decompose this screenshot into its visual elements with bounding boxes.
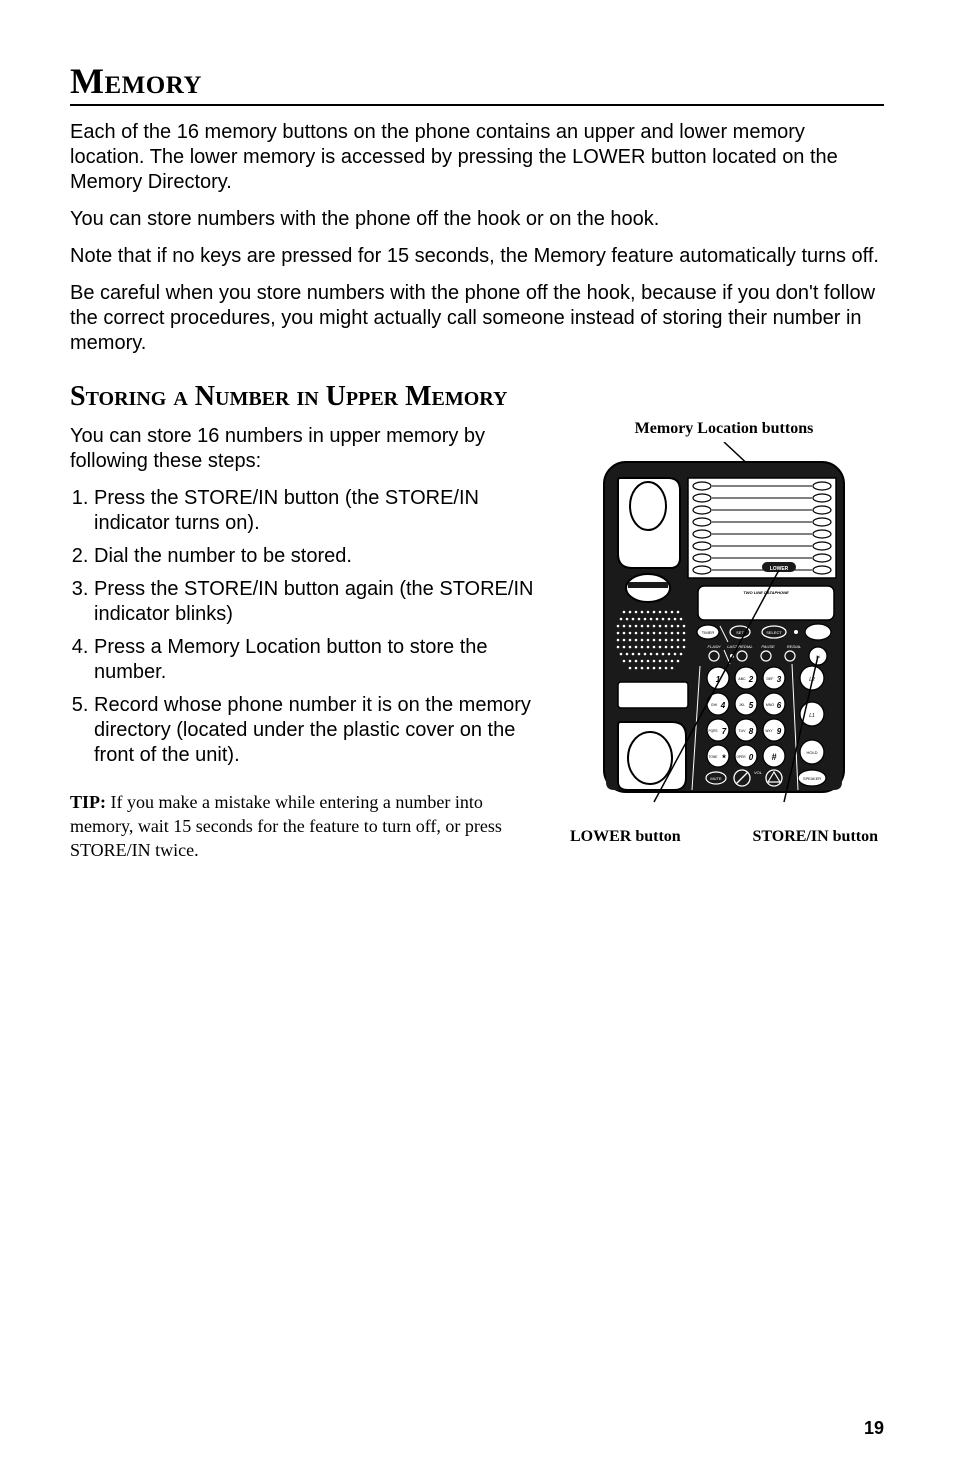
svg-text:WXY: WXY [765,729,773,733]
step-1: Press the STORE/IN button (the STORE/IN … [94,486,544,536]
svg-text:ABC: ABC [738,677,746,681]
svg-text:TUV: TUV [739,729,747,733]
phone-diagram: LOWER TWO LINE DATAPHONE [584,442,864,822]
svg-text:TONE: TONE [709,755,718,759]
svg-text:5: 5 [749,701,754,710]
figure-caption-storein: STORE/IN button [752,828,878,846]
page-title: Memory [70,60,884,106]
figure-caption-lower: LOWER button [570,828,681,846]
svg-text:VOL: VOL [754,770,763,775]
svg-text:4: 4 [720,701,726,710]
svg-text:MUTE: MUTE [710,776,722,781]
step-3: Press the STORE/IN button again (the STO… [94,577,544,627]
step-2: Dial the number to be stored. [94,544,544,569]
steps-list: Press the STORE/IN button (the STORE/IN … [70,486,544,768]
svg-text:FLASH: FLASH [708,644,721,649]
svg-text:TIMER: TIMER [702,630,715,635]
sub-intro: You can store 16 numbers in upper memory… [70,424,544,474]
svg-text:HOLD: HOLD [806,750,817,755]
svg-text:2: 2 [748,675,754,684]
svg-text:REDIAL: REDIAL [787,644,801,649]
tip-text: If you make a mistake while entering a n… [70,792,502,861]
intro-para-2: You can store numbers with the phone off… [70,207,884,232]
intro-para-4: Be careful when you store numbers with t… [70,281,884,356]
svg-text:OPER: OPER [736,755,746,759]
page-number: 19 [864,1418,884,1439]
step-4: Press a Memory Location button to store … [94,635,544,685]
figure-caption-top: Memory Location buttons [564,420,884,438]
svg-text:PAUSE: PAUSE [761,644,775,649]
svg-text:7: 7 [722,727,727,736]
section-subtitle: Storing a Number in Upper Memory [70,380,544,414]
tip-paragraph: TIP: If you make a mistake while enterin… [70,790,544,863]
svg-text:PQRS: PQRS [708,729,717,733]
svg-text:*: * [722,753,726,763]
tip-label: TIP: [70,792,106,812]
svg-text:0: 0 [749,753,754,762]
svg-text:MNO: MNO [766,703,774,707]
intro-para-3: Note that if no keys are pressed for 15 … [70,244,884,269]
svg-text:SET: SET [736,630,744,635]
svg-text:JKL: JKL [739,703,745,707]
svg-text:DEF: DEF [767,677,774,681]
step-5: Record whose phone number it is on the m… [94,693,544,768]
svg-text:8: 8 [749,727,754,736]
svg-text:GHI: GHI [711,703,717,707]
svg-text:SELECT: SELECT [766,630,782,635]
svg-text:LAST REDIAL: LAST REDIAL [727,644,753,649]
svg-text:6: 6 [777,701,782,710]
svg-text:9: 9 [777,727,782,736]
svg-text:3: 3 [777,675,782,684]
intro-para-1: Each of the 16 memory buttons on the pho… [70,120,884,195]
svg-text:#: # [771,752,776,762]
svg-text:L1: L1 [809,713,815,719]
svg-text:SPEAKER: SPEAKER [803,777,821,781]
